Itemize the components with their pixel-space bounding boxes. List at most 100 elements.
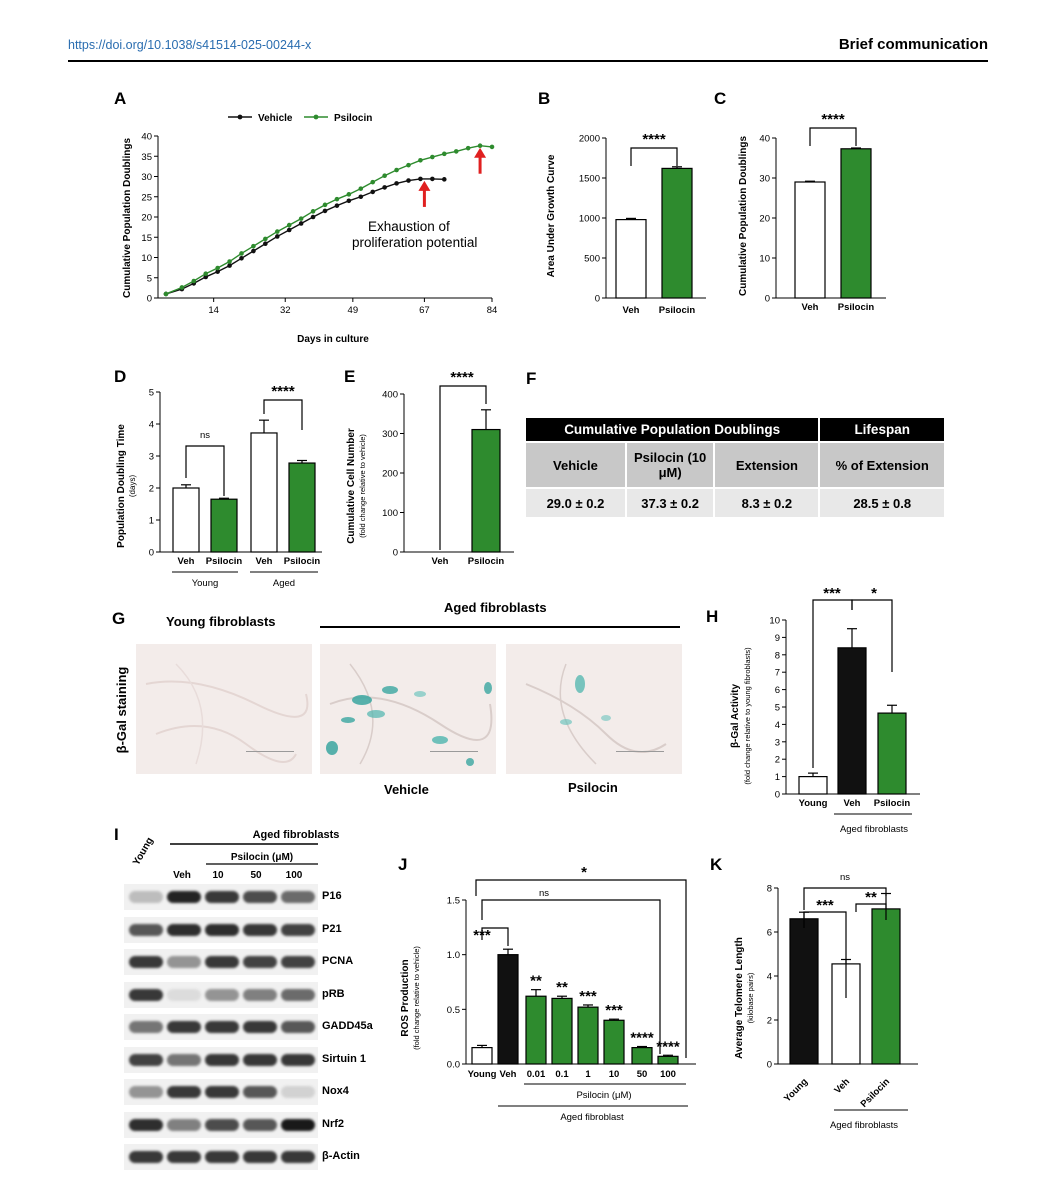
h-ytick-label: 6 — [775, 685, 780, 696]
panel-d-ysub: (days) — [128, 475, 137, 498]
c-ytick-label: 0 — [765, 294, 770, 305]
blot-band — [129, 891, 163, 903]
j-bar — [471, 1047, 493, 1065]
b-category: Veh — [623, 305, 640, 316]
d-aged-bracket — [263, 399, 303, 430]
panel-h-label: H — [706, 607, 718, 626]
blot-band — [243, 988, 277, 1001]
a-xtick-label: 49 — [348, 305, 359, 316]
a-point-vehicle — [430, 176, 435, 182]
panel-j-ylabel: ROS Production — [400, 959, 411, 1036]
d-ytick-label: 3 — [149, 452, 154, 463]
j-ytick-label: 1.0 — [447, 950, 460, 961]
blot-band — [205, 1086, 239, 1098]
c-bar — [794, 181, 826, 299]
panel-e-bar-chart: E Cumulative Cell Number (fold change re… — [344, 367, 514, 567]
j-bar — [525, 995, 547, 1065]
d-bar — [210, 498, 238, 553]
a-point-psilocin — [251, 243, 256, 249]
blot-band — [205, 1118, 239, 1131]
f-header-cpd: Cumulative Population Doublings — [526, 418, 819, 441]
a-point-vehicle — [370, 189, 376, 195]
j-psilocin-label: Psilocin (μM) — [576, 1090, 631, 1101]
k-ytick-label: 8 — [767, 884, 772, 895]
a-point-vehicle — [286, 227, 292, 233]
a-point-psilocin — [394, 167, 399, 173]
blot-protein-label: β-Actin — [322, 1150, 360, 1162]
a-point-psilocin — [334, 196, 340, 202]
a-ytick-label: 40 — [141, 132, 152, 143]
j-bar-significance: **** — [630, 1030, 654, 1047]
h-group-label: Aged fibroblasts — [840, 824, 908, 835]
a-ytick-label: 35 — [141, 152, 152, 163]
panel-f-label: F — [526, 369, 536, 388]
f-val-extension: 8.3 ± 0.2 — [715, 489, 819, 517]
d-category: Psilocin — [284, 556, 321, 567]
d-aged-significance: **** — [271, 383, 295, 400]
b-ytick-label: 1000 — [579, 214, 600, 225]
legend-vehicle: Vehicle — [258, 113, 293, 124]
b-ytick-label: 500 — [584, 254, 600, 265]
d-ytick-label: 2 — [149, 484, 154, 495]
a-ytick-label: 5 — [147, 273, 152, 284]
a-point-psilocin — [179, 285, 185, 290]
blot-band — [129, 1053, 163, 1066]
d-ytick-label: 4 — [149, 420, 154, 431]
a-point-psilocin — [163, 291, 169, 297]
j-star-bracket — [475, 879, 687, 1058]
header-rule — [68, 60, 988, 62]
j-ns-significance: ns — [539, 888, 549, 899]
blot-band — [167, 1118, 201, 1131]
d-young-significance: ns — [200, 430, 210, 441]
panel-k-bar-chart: K Average Telomere Length (kilobase pair… — [710, 855, 918, 1131]
panel-a-legend: Vehicle Psilocin — [228, 113, 372, 124]
j-ytick-label: 0.5 — [447, 1005, 460, 1016]
a-point-psilocin — [358, 186, 364, 191]
blot-band — [167, 1053, 201, 1066]
doi-link[interactable]: https://doi.org/10.1038/s41514-025-00244… — [68, 38, 312, 52]
blot-band — [129, 1151, 163, 1163]
a-point-psilocin — [227, 259, 232, 264]
a-point-psilocin — [465, 145, 471, 151]
blot-band — [205, 956, 239, 968]
panel-h-ysub: (fold change relative to young fibroblas… — [743, 647, 752, 785]
j-bar — [497, 954, 519, 1065]
c-ytick-label: 30 — [759, 174, 770, 185]
h-ytick-label: 8 — [775, 650, 780, 661]
panel-a-xlabel: Days in culture — [297, 334, 369, 345]
h-ytick-label: 5 — [775, 703, 780, 714]
e-bracket — [439, 385, 487, 550]
b-category: Psilocin — [659, 305, 696, 316]
panel-j-bar-chart: J ROS Production (fold change relative t… — [398, 855, 696, 1123]
blot-band — [281, 1021, 315, 1033]
f-val-psilocin: 37.3 ± 0.2 — [626, 489, 714, 517]
blot-band — [281, 956, 315, 968]
panel-i-annotations: I Aged fibroblasts Psilocin (μM) Young V… — [114, 825, 339, 881]
section-title: Brief communication — [838, 36, 988, 53]
panel-j-label: J — [398, 855, 407, 874]
legend-psilocin-marker — [313, 114, 319, 120]
f-sub-vehicle: Vehicle — [526, 443, 625, 487]
panel-h-ylabel: β-Gal Activity — [730, 684, 741, 749]
d-category: Psilocin — [206, 556, 243, 567]
a-point-vehicle — [406, 178, 411, 183]
j-bar — [657, 1055, 679, 1065]
j-bar-significance: ** — [556, 979, 568, 996]
blot-protein-label: GADD45a — [322, 1020, 373, 1032]
h-bracket-2 — [851, 599, 893, 672]
h-category: Psilocin — [874, 798, 911, 809]
a-point-psilocin — [310, 209, 316, 214]
a-xtick-label: 32 — [280, 305, 291, 316]
a-point-psilocin — [430, 154, 435, 160]
panel-b-bar-chart: B Area Under Growth Curve 0 500 1000 1500 20… — [538, 89, 706, 316]
panel-c-ylabel: Cumulative Population Doublings — [738, 136, 749, 296]
j-star-significance: * — [581, 864, 587, 881]
h-bar — [877, 712, 907, 795]
panel-a-ylabel: Cumulative Population Doublings — [122, 138, 133, 298]
k-bar — [871, 908, 901, 1065]
a-ytick-label: 10 — [141, 253, 152, 264]
h-ytick-label: 1 — [775, 772, 780, 783]
a-point-psilocin — [298, 216, 304, 221]
i-dose-50: 50 — [250, 870, 262, 881]
a-point-vehicle — [322, 208, 328, 214]
